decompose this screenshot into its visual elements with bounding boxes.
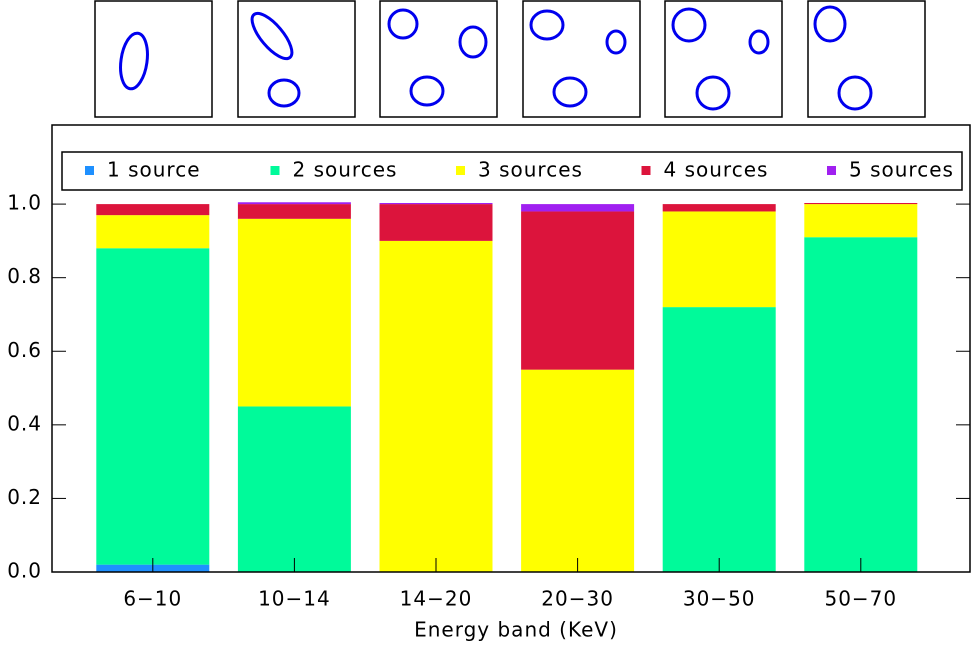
legend-marker — [270, 166, 280, 175]
bar-segment — [96, 215, 210, 249]
bar-segment — [662, 204, 776, 212]
source-ellipse — [458, 25, 488, 59]
source-ellipse — [267, 78, 301, 108]
legend-label: 4 sources — [664, 158, 769, 182]
source-ellipse — [409, 75, 445, 107]
bar-segment — [237, 218, 351, 407]
x-tick-label: 14−20 — [400, 587, 473, 611]
legend-label: 1 source — [107, 158, 201, 182]
bar-segment — [96, 204, 210, 216]
plot-frame — [51, 124, 971, 573]
bar-segment — [804, 204, 918, 238]
thumbnail-frame — [807, 0, 926, 118]
y-tick-label: 0.2 — [7, 485, 42, 509]
y-tick-label: 1.0 — [7, 191, 42, 215]
source-ellipse — [605, 29, 627, 55]
source-ellipse — [119, 31, 149, 91]
legend-label: 3 sources — [478, 158, 583, 182]
bar-segment — [521, 204, 635, 212]
x-tick-label: 50−70 — [824, 587, 897, 611]
legend-marker — [456, 166, 465, 175]
x-axis-label: Energy band (KeV) — [414, 618, 618, 642]
bar-segment — [521, 211, 635, 370]
legend-box — [61, 151, 963, 191]
bar-segment — [662, 307, 776, 572]
bar-segment — [379, 202, 493, 205]
x-tick-label: 30−50 — [683, 587, 756, 611]
bar-segment — [662, 211, 776, 308]
source-ellipse — [813, 5, 847, 43]
source-ellipse — [552, 76, 588, 108]
thumbnail-frame — [522, 0, 641, 118]
legend-marker — [85, 166, 94, 175]
source-ellipse — [671, 7, 707, 43]
bar-segment — [237, 204, 351, 219]
x-tick-label: 20−30 — [541, 587, 614, 611]
thumbnail-frame — [94, 0, 213, 118]
source-ellipse — [837, 75, 873, 111]
legend-label: 5 sources — [849, 158, 954, 182]
thumbnail-frame — [379, 0, 498, 118]
thumbnail-frame — [664, 0, 783, 118]
bar-segment — [804, 237, 918, 572]
y-tick-label: 0.8 — [7, 264, 42, 288]
bar-segment — [804, 202, 918, 205]
source-ellipse — [529, 9, 565, 41]
y-tick-label: 0.4 — [7, 411, 42, 435]
bar-segment — [379, 240, 493, 572]
source-thumbnails — [94, 0, 926, 118]
bar-segment — [237, 202, 351, 205]
x-tick-label: 10−14 — [258, 587, 331, 611]
source-ellipse — [695, 75, 731, 111]
thumbnail-frame — [237, 0, 356, 118]
source-ellipse — [250, 11, 294, 61]
bar-segment — [379, 204, 493, 241]
bar-segment — [96, 248, 210, 565]
y-tick-label: 0.0 — [7, 559, 42, 583]
bar-segment — [237, 406, 351, 572]
x-tick-label: 6−10 — [123, 587, 182, 611]
source-ellipse — [387, 8, 419, 40]
source-ellipse — [748, 29, 770, 55]
legend-label: 2 sources — [293, 158, 398, 182]
bar-segment — [521, 369, 635, 572]
y-tick-label: 0.6 — [7, 338, 42, 362]
legend-marker — [641, 166, 651, 175]
legend-marker — [827, 166, 836, 175]
